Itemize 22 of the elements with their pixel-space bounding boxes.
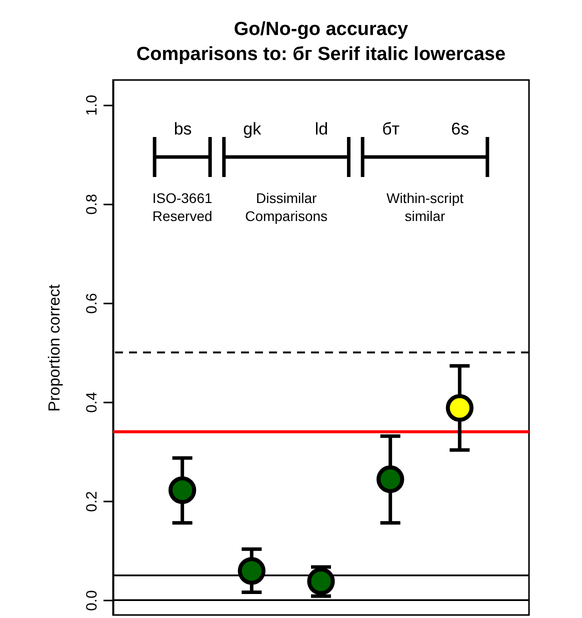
y-tick-label: 0.6	[84, 292, 100, 314]
y-axis-title: Proportion correct	[46, 284, 64, 412]
point	[376, 465, 404, 494]
x-tick-label: 6s	[451, 120, 470, 138]
x-tick-label: бт	[382, 120, 400, 138]
y-tick-label: 0.8	[84, 194, 100, 215]
x-tick-label: gk	[243, 120, 262, 138]
point	[446, 394, 474, 422]
annotation: Within-script similar	[386, 190, 464, 224]
point	[168, 476, 196, 504]
annotation: ISO-3661 Reserved	[152, 190, 212, 224]
y-tick-label: 0.2	[84, 491, 100, 512]
y-tick-label: 0.4	[84, 392, 100, 413]
y-tick-label: 1.0	[84, 94, 100, 116]
point	[238, 557, 266, 585]
chart-title: Go/No-go accuracy	[234, 19, 409, 40]
annotation: Dissimilar Comparisons	[245, 190, 328, 224]
y-tick-label: 0.0	[84, 590, 100, 612]
x-tick-label: ld	[314, 120, 328, 138]
chart-subtitle: Comparisons to: бг Serif italic lowercase	[136, 44, 506, 65]
x-tick-label: bs	[174, 120, 192, 138]
point	[307, 568, 335, 596]
